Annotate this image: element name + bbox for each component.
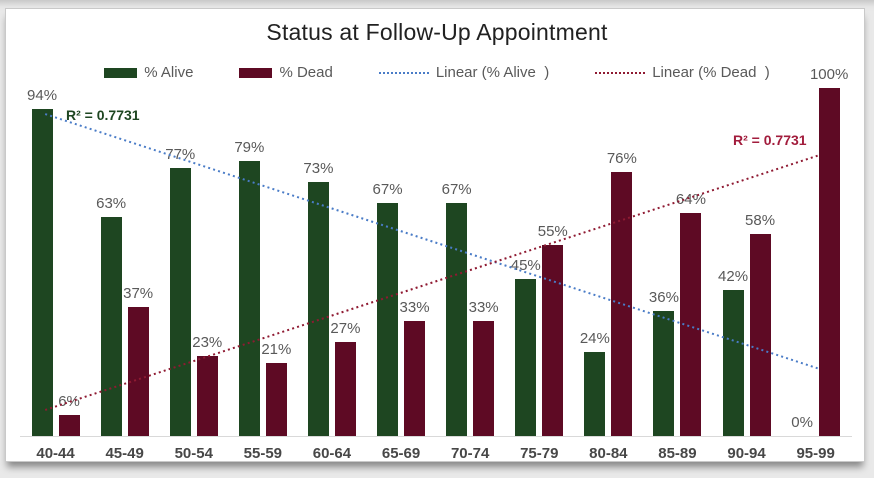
legend-label-dead: % Dead: [279, 64, 333, 81]
bar-dead-65-69[interactable]: [404, 321, 426, 436]
value-label-alive-80-84: 24%: [579, 330, 610, 348]
value-label-dead-90-94: 58%: [745, 212, 776, 230]
value-label-dead-75-79: 55%: [537, 222, 568, 240]
value-label-dead-60-64: 27%: [330, 320, 361, 338]
bar-alive-90-94[interactable]: [722, 289, 744, 436]
legend-item-alive[interactable]: % Alive: [104, 64, 193, 81]
bar-dead-80-84[interactable]: [611, 171, 633, 436]
legend-label-alive: % Alive: [144, 64, 194, 81]
value-label-dead-40-44: 6%: [58, 393, 80, 411]
bar-dead-95-99[interactable]: [818, 88, 840, 436]
bar-alive-65-69[interactable]: [377, 202, 399, 436]
value-label-dead-80-84: 76%: [606, 149, 637, 167]
value-label-alive-45-49: 63%: [96, 194, 127, 212]
x-label-60-64: 60-64: [312, 445, 352, 462]
legend-item-dead[interactable]: % Dead: [239, 64, 333, 81]
bar-dead-40-44[interactable]: [58, 415, 80, 436]
value-label-alive-75-79: 45%: [510, 257, 541, 275]
value-label-dead-85-89: 64%: [675, 191, 706, 209]
x-label-45-49: 45-49: [105, 445, 144, 462]
x-label-85-89: 85-89: [658, 445, 697, 462]
x-axis-line: [20, 436, 852, 437]
value-label-alive-90-94: 42%: [718, 267, 749, 285]
x-label-75-79: 75-79: [520, 445, 559, 462]
value-label-alive-85-89: 36%: [648, 288, 679, 306]
x-label-70-74: 70-74: [450, 445, 490, 462]
bar-dead-60-64[interactable]: [334, 342, 356, 436]
legend-swatch-alive-icon: [104, 67, 138, 78]
r-squared-dead-label: R² = 0.7731: [733, 132, 807, 148]
legend-item-linear-alive[interactable]: Linear (% Alive ): [378, 64, 550, 81]
value-label-alive-65-69: 67%: [372, 180, 403, 198]
value-label-dead-65-69: 33%: [399, 299, 430, 317]
bar-alive-60-64[interactable]: [307, 181, 329, 436]
value-label-dead-70-74: 33%: [468, 299, 499, 317]
trendline-alive[interactable]: [44, 113, 820, 370]
trendline-dead[interactable]: [44, 154, 820, 411]
value-label-alive-55-59: 79%: [234, 139, 265, 157]
bar-dead-50-54[interactable]: [196, 355, 218, 436]
bar-dead-70-74[interactable]: [473, 321, 495, 436]
value-label-dead-45-49: 37%: [123, 285, 154, 303]
bar-alive-75-79[interactable]: [515, 279, 537, 436]
legend-label-linear-alive: Linear (% Alive ): [435, 64, 550, 81]
bar-alive-70-74[interactable]: [446, 202, 468, 436]
x-label-50-54: 50-54: [174, 445, 213, 462]
bar-dead-85-89[interactable]: [680, 213, 702, 436]
bar-alive-50-54[interactable]: [169, 168, 191, 436]
legend-dotted-line-dead-icon: [595, 71, 646, 74]
legend: % Alive % Dead Linear (% Alive ) Linear (% …: [0, 64, 874, 81]
value-label-alive-70-74: 67%: [441, 180, 472, 198]
bar-dead-45-49[interactable]: [127, 307, 149, 436]
bar-dead-55-59[interactable]: [265, 362, 287, 436]
value-label-alive-40-44: 94%: [27, 86, 58, 104]
legend-item-linear-dead[interactable]: Linear (% Dead ): [595, 64, 770, 81]
bar-dead-90-94[interactable]: [749, 234, 771, 436]
bar-alive-40-44[interactable]: [31, 108, 53, 436]
x-label-95-99: 95-99: [796, 445, 835, 462]
r-squared-alive-label: R² = 0.7731: [66, 107, 140, 123]
x-label-65-69: 65-69: [381, 445, 421, 462]
value-label-alive-60-64: 73%: [303, 159, 334, 177]
legend-label-linear-dead: Linear (% Dead ): [652, 64, 770, 81]
bar-alive-55-59[interactable]: [238, 161, 260, 436]
value-label-alive-95-99: 0%: [791, 414, 813, 431]
value-label-dead-55-59: 21%: [261, 340, 292, 358]
chart-title: Status at Follow-Up Appointment: [266, 19, 608, 45]
value-label-dead-95-99: 100%: [809, 66, 849, 83]
x-label-40-44: 40-44: [36, 445, 75, 462]
bar-dead-75-79[interactable]: [542, 244, 564, 436]
value-label-alive-50-54: 77%: [165, 146, 196, 164]
x-label-80-84: 80-84: [589, 445, 628, 462]
bar-alive-80-84[interactable]: [584, 352, 606, 436]
x-label-55-59: 55-59: [243, 445, 283, 462]
value-label-dead-50-54: 23%: [192, 333, 223, 351]
x-label-90-94: 90-94: [727, 445, 766, 462]
bar-alive-85-89[interactable]: [653, 310, 675, 436]
bar-alive-45-49[interactable]: [100, 216, 122, 436]
legend-dotted-line-alive-icon: [378, 71, 429, 74]
legend-swatch-dead-icon: [239, 67, 273, 78]
